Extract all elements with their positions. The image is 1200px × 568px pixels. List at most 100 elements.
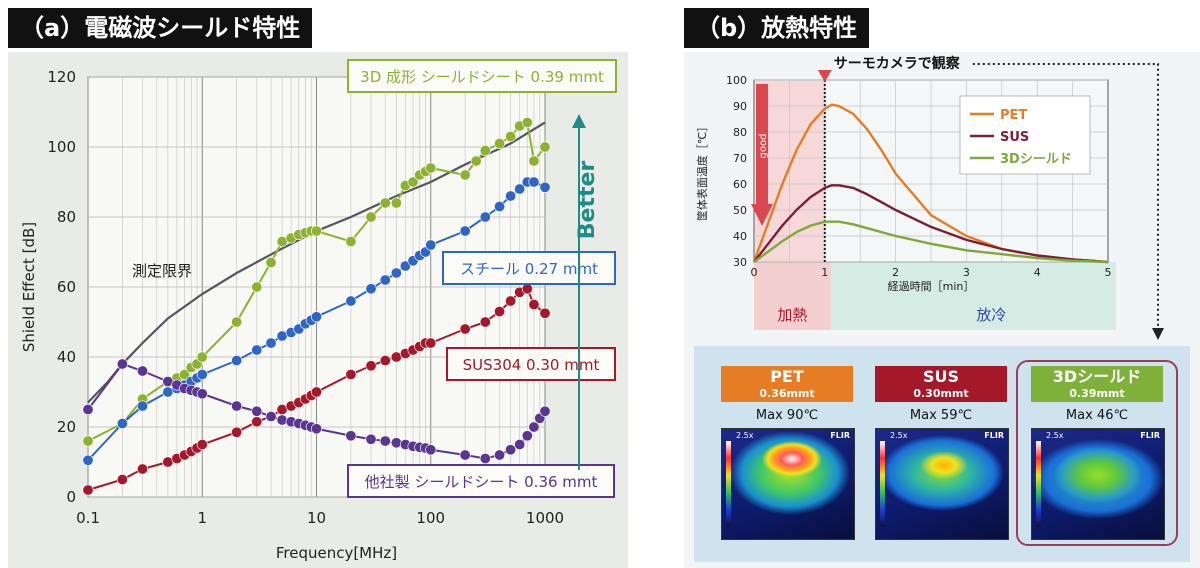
thermo-label: サーモカメラで観察 [834, 55, 961, 72]
data-point [116, 417, 128, 429]
data-point [505, 190, 517, 202]
y-tick-label: 40 [733, 230, 747, 243]
better-arrow-head [572, 114, 586, 128]
data-point [345, 430, 357, 442]
data-point [459, 225, 471, 237]
y-tick-label: 70 [733, 152, 747, 165]
data-point [514, 183, 526, 195]
data-point [231, 354, 243, 366]
data-point [82, 435, 94, 447]
data-point [505, 444, 517, 456]
temp-series-1 [753, 184, 1109, 264]
data-point [82, 454, 94, 466]
thermo-path [972, 63, 1159, 332]
cooling-label: 放冷 [976, 306, 1006, 324]
shield-effect-chart: 0.1 1 10 100 1000 0 20 40 60 80 100 120 Frequency[MH… [20, 59, 617, 562]
good-arrow-body [756, 84, 768, 206]
series-label: 他社製 シールドシート 0.36 mmt [365, 473, 598, 491]
data-point [82, 484, 94, 496]
data-point [425, 444, 437, 456]
data-point [479, 145, 491, 157]
data-point [379, 354, 391, 366]
flir-logo: FLIR [830, 431, 850, 440]
data-point [494, 201, 506, 213]
series-label: 3D 成形 シールドシート 0.39 mmt [360, 68, 604, 86]
data-point [310, 423, 322, 435]
x-axis-label: Frequency[MHz] [276, 544, 397, 562]
data-point [276, 414, 288, 426]
data-point [137, 463, 149, 475]
observation-marker [817, 70, 832, 82]
data-point [345, 236, 357, 248]
y-axis-label: Shield Effect [dB] [20, 222, 38, 352]
data-point [196, 388, 208, 400]
zoom-label: 2.5x [890, 431, 908, 440]
data-point [425, 162, 437, 174]
data-point [521, 430, 533, 442]
material-thickness: 0.39mmt [1069, 387, 1125, 400]
data-point [231, 400, 243, 412]
data-point [231, 316, 243, 328]
panel-a-title: （a）電磁波シールド特性 [8, 8, 313, 48]
thermal-card-header: SUS 0.30mmt [875, 366, 1007, 402]
data-point [399, 260, 411, 272]
data-point [479, 211, 491, 223]
x-tick-label: 10 [307, 509, 326, 527]
good-arrow-head [751, 204, 773, 226]
max-temperature: Max 59℃ [909, 408, 973, 423]
data-point [310, 225, 322, 237]
zoom-label: 2.5x [736, 431, 754, 440]
data-point [390, 437, 402, 449]
series-label-box [347, 59, 617, 93]
cooling-band [830, 262, 1116, 330]
data-point [470, 155, 482, 167]
data-point [425, 239, 437, 251]
x-tick-label: 3 [963, 266, 970, 279]
series-line-0 [87, 121, 546, 404]
data-point [459, 449, 471, 461]
data-point [494, 449, 506, 461]
y-tick-label: 0 [66, 488, 76, 506]
y-tick-label: 20 [57, 418, 76, 436]
data-point [137, 400, 149, 412]
x-tick-label: 4 [1034, 266, 1041, 279]
y-tick-label: 100 [47, 138, 76, 156]
y-tick-label: 90 [733, 100, 747, 113]
y-tick-label: 50 [733, 204, 747, 217]
y-axis-label: 筐体表面温度［℃］ [695, 121, 709, 221]
thermal-image: 2.5x FLIR [721, 428, 855, 540]
data-point [505, 295, 517, 307]
data-point [137, 365, 149, 377]
y-tick-label: 40 [57, 348, 76, 366]
data-point [539, 141, 551, 153]
better-label: Better [575, 161, 600, 240]
data-point [251, 416, 263, 428]
thermal-card: SUS 0.30mmt Max 59℃ 2.5x FLIR [866, 366, 1016, 540]
y-tick-label: 80 [733, 126, 747, 139]
data-point [528, 155, 540, 167]
data-point [310, 311, 322, 323]
data-point [505, 131, 517, 143]
good-label: good [758, 134, 769, 159]
series-label: スチール 0.27 mmt [460, 260, 598, 278]
series-label: SUS304 0.30 mmt [463, 356, 600, 374]
data-point [528, 298, 540, 310]
data-point [196, 351, 208, 363]
thermal-card: PET 0.36mmt Max 90℃ 2.5x FLIR [712, 366, 862, 540]
data-point [116, 473, 128, 485]
x-tick-label: 0 [751, 266, 758, 279]
data-point [365, 433, 377, 445]
x-tick-label: 1 [197, 509, 207, 527]
material-name: SUS [922, 367, 960, 386]
data-point [539, 181, 551, 193]
data-point [521, 117, 533, 129]
x-tick-label: 1 [821, 266, 828, 279]
data-point [425, 337, 437, 349]
data-point [539, 405, 551, 417]
temperature-scale-bar [726, 441, 731, 527]
temp-series-2 [753, 220, 1109, 264]
data-point [310, 386, 322, 398]
panel-b-title: （b）放熱特性 [684, 8, 870, 48]
series-label-box [446, 347, 616, 381]
data-point [251, 281, 263, 293]
